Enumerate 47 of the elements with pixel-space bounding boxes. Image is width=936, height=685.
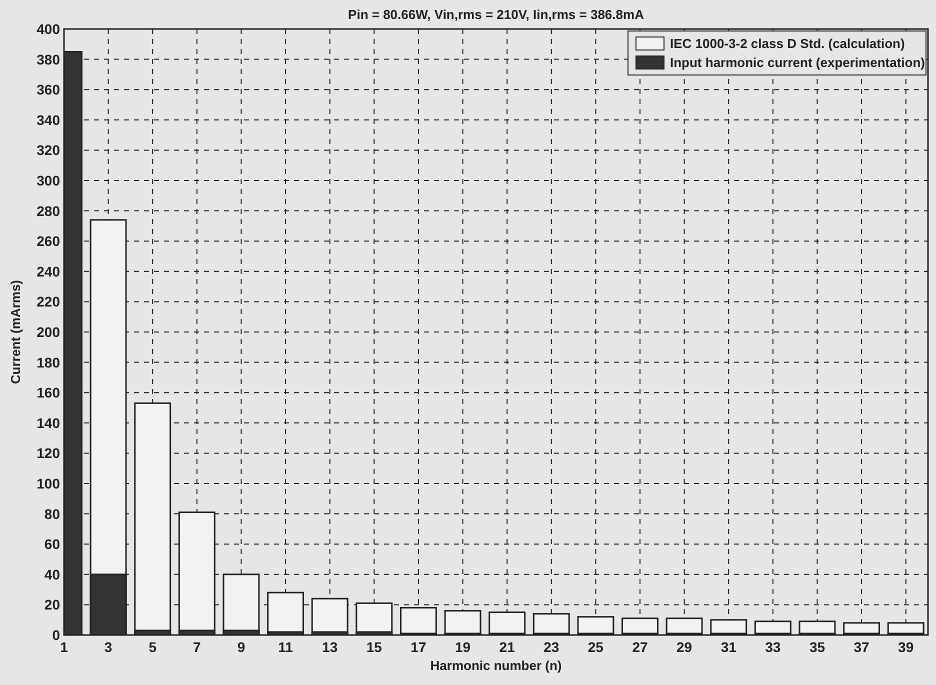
- legend-label: IEC 1000-3-2 class D Std. (calculation): [670, 36, 905, 51]
- y-tick-label: 260: [36, 233, 60, 250]
- y-tick-label: 340: [36, 112, 60, 128]
- x-axis-title: Harmonic number (n): [430, 658, 562, 673]
- y-tick-label: 60: [44, 536, 60, 552]
- x-tick-label: 17: [410, 639, 426, 655]
- x-tick-label: 39: [898, 639, 914, 655]
- y-axis-title: Current (mArms): [8, 280, 23, 384]
- x-tick-label: 37: [854, 639, 870, 655]
- x-tick-label: 23: [544, 639, 560, 655]
- y-tick-label: 400: [36, 21, 60, 37]
- y-tick-label: 360: [36, 82, 60, 98]
- legend-label: Input harmonic current (experimentation): [670, 55, 925, 70]
- y-tick-label: 240: [36, 263, 60, 280]
- y-tick-label: 180: [36, 354, 60, 370]
- y-tick-label: 20: [44, 596, 60, 613]
- y-tick-label: 40: [44, 566, 60, 582]
- x-tick-label: 1: [60, 639, 68, 655]
- x-tick-label: 13: [322, 639, 338, 655]
- y-tick-label: 0: [52, 627, 60, 643]
- bar: [400, 606, 437, 635]
- y-tick-label: 120: [36, 445, 60, 462]
- chart-title: Pin = 80.66W, Vin,rms = 210V, Iin,rms = 386.8mA: [348, 7, 645, 22]
- x-tick-label: 15: [366, 639, 382, 655]
- x-tick-label: 3: [104, 639, 112, 655]
- y-tick-label: 320: [36, 142, 60, 158]
- y-tick-label: 220: [36, 294, 60, 310]
- x-tick-label: 21: [499, 639, 516, 655]
- y-tick-label: 300: [36, 172, 60, 188]
- x-tick-label: 5: [148, 639, 157, 655]
- x-tick-label: 29: [676, 639, 692, 655]
- y-tick-label: 100: [36, 476, 60, 492]
- y-tick-label: 280: [36, 202, 60, 219]
- y-tick-label: 380: [36, 51, 60, 68]
- x-tick-label: 9: [237, 639, 246, 655]
- x-tick-label: 25: [588, 639, 604, 655]
- y-tick-label: 200: [36, 324, 60, 340]
- x-tick-label: 33: [765, 639, 781, 655]
- x-tick-label: 7: [193, 639, 202, 655]
- x-tick-label: 27: [632, 639, 648, 655]
- y-tick-label: 160: [36, 384, 60, 401]
- x-tick-label: 19: [454, 639, 471, 655]
- x-tick-label: 31: [720, 639, 737, 655]
- x-tick-label: 35: [809, 639, 826, 655]
- x-tick-label: 11: [278, 639, 294, 655]
- y-tick-label: 80: [44, 506, 60, 522]
- y-tick-label: 140: [36, 414, 60, 431]
